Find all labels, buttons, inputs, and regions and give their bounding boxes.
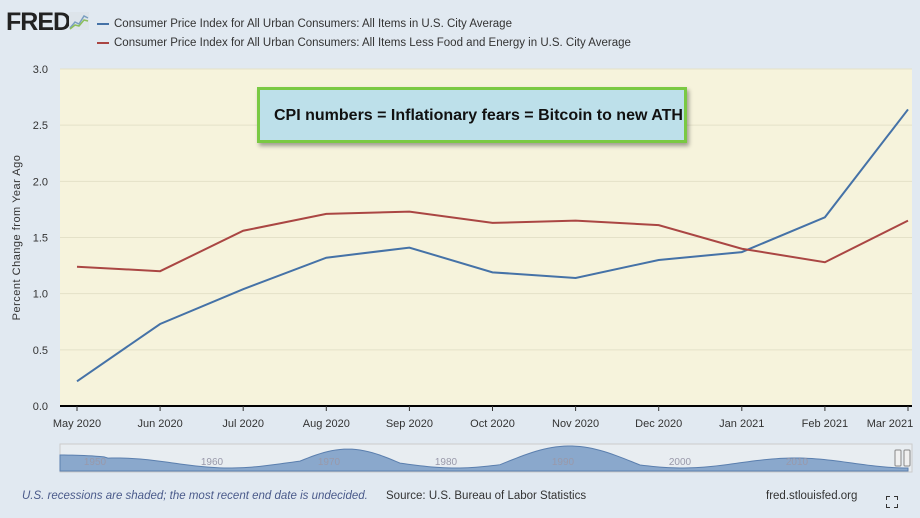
x-tick-label: Nov 2020 bbox=[552, 418, 599, 430]
y-tick-label: 3.0 bbox=[33, 64, 48, 76]
site-link[interactable]: fred.stlouisfed.org bbox=[766, 490, 858, 502]
y-tick-label: 2.5 bbox=[33, 120, 48, 132]
navigator-tick-label: 1950 bbox=[84, 457, 107, 468]
navigator-series bbox=[59, 445, 909, 472]
legend-item-cpi[interactable]: Consumer Price Index for All Urban Consu… bbox=[97, 14, 631, 33]
navigator-tick-label: 2010 bbox=[786, 457, 809, 468]
navigator-tick-label: 1980 bbox=[435, 457, 458, 468]
x-tick-label: Jan 2021 bbox=[719, 418, 764, 430]
x-tick-label: Jun 2020 bbox=[137, 418, 182, 430]
chart-icon bbox=[69, 12, 89, 30]
navigator-handle-right[interactable] bbox=[903, 449, 911, 467]
x-tick-label: Oct 2020 bbox=[470, 418, 515, 430]
legend-label: Consumer Price Index for All Urban Consu… bbox=[114, 36, 631, 49]
y-tick-label: 1.5 bbox=[33, 233, 48, 245]
recession-note: U.S. recessions are shaded; the most rec… bbox=[22, 490, 368, 502]
x-tick-label: Sep 2020 bbox=[386, 418, 433, 430]
x-tick-label: Mar 2021 bbox=[867, 418, 913, 430]
legend-item-core-cpi[interactable]: Consumer Price Index for All Urban Consu… bbox=[97, 33, 631, 52]
x-tick-label: Dec 2020 bbox=[635, 418, 682, 430]
annotation-box: CPI numbers = Inflationary fears = Bitco… bbox=[257, 87, 687, 143]
navigator-handle-left[interactable] bbox=[894, 449, 902, 467]
legend-label: Consumer Price Index for All Urban Consu… bbox=[114, 17, 512, 30]
x-tick-label: Feb 2021 bbox=[802, 418, 848, 430]
navigator-tick-label: 1960 bbox=[201, 457, 224, 468]
navigator-tick-label: 1970 bbox=[318, 457, 341, 468]
navigator-tick-label: 1990 bbox=[552, 457, 575, 468]
source-text: Source: U.S. Bureau of Labor Statistics bbox=[386, 490, 587, 502]
y-axis-label: Percent Change from Year Ago bbox=[11, 155, 23, 321]
x-tick-label: Aug 2020 bbox=[303, 418, 350, 430]
x-tick-label: May 2020 bbox=[53, 418, 101, 430]
fullscreen-icon[interactable] bbox=[886, 496, 898, 508]
y-tick-label: 1.0 bbox=[33, 289, 48, 301]
navigator-tick-label: 2000 bbox=[669, 457, 692, 468]
y-tick-label: 0.5 bbox=[33, 345, 48, 357]
legend: Consumer Price Index for All Urban Consu… bbox=[97, 14, 631, 52]
fred-logo[interactable]: FRED bbox=[6, 8, 71, 36]
x-tick-label: Jul 2020 bbox=[222, 418, 264, 430]
y-tick-label: 0.0 bbox=[33, 401, 48, 413]
y-tick-label: 2.0 bbox=[33, 176, 48, 188]
